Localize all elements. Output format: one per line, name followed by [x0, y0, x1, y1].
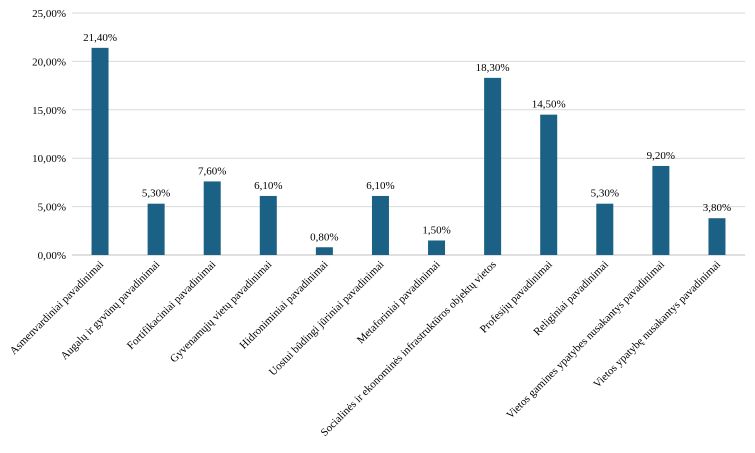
data-label: 5,30% — [591, 188, 619, 200]
category-label: Asmenvardiniai pavadinimai — [8, 259, 107, 358]
category-label: Uostui būdingi jūriniai pavadinimai — [267, 259, 387, 379]
bar — [91, 47, 109, 256]
y-tick-label: 5,00% — [38, 202, 66, 214]
data-label: 6,10% — [254, 180, 282, 192]
bar — [203, 181, 221, 255]
gridlines — [72, 12, 745, 256]
bar — [708, 218, 726, 255]
data-label: 14,50% — [532, 99, 566, 111]
bar — [484, 77, 502, 255]
bar — [315, 247, 333, 255]
bar — [259, 195, 277, 255]
data-label: 5,30% — [142, 188, 170, 200]
data-label: 9,20% — [647, 150, 675, 162]
data-label: 1,50% — [422, 224, 450, 236]
y-axis-tick-labels: 0,00% 5,00% 10,00% 15,00% 20,00% 25,00% — [32, 8, 66, 262]
y-tick-label: 0,00% — [38, 250, 66, 262]
category-label: Gyvenamųjų vietų pavadinimai — [168, 259, 275, 366]
data-label: 18,30% — [476, 62, 510, 74]
y-tick-label: 25,00% — [32, 8, 66, 20]
bar — [540, 114, 558, 255]
data-labels: 21,40% 5,30% 7,60% 6,10% 0,80% 6,10% 1,50% 18,3… — [83, 32, 731, 243]
bar — [652, 165, 670, 255]
bars — [91, 47, 726, 256]
bar — [596, 203, 614, 255]
bar — [147, 203, 165, 255]
data-label: 3,80% — [703, 202, 731, 214]
data-label: 0,80% — [310, 231, 338, 243]
y-tick-label: 15,00% — [32, 105, 66, 117]
category-label: Vietos ypatybę nusakantys pavadinimai — [591, 259, 723, 391]
bar — [428, 240, 446, 255]
y-tick-label: 10,00% — [32, 153, 66, 165]
data-label: 7,60% — [198, 165, 226, 177]
category-label: Augalų ir gyvūnų pavadinimai — [58, 259, 162, 363]
y-tick-label: 20,00% — [32, 56, 66, 68]
data-label: 21,40% — [83, 32, 117, 44]
data-label: 6,10% — [366, 180, 394, 192]
bar — [371, 195, 389, 255]
